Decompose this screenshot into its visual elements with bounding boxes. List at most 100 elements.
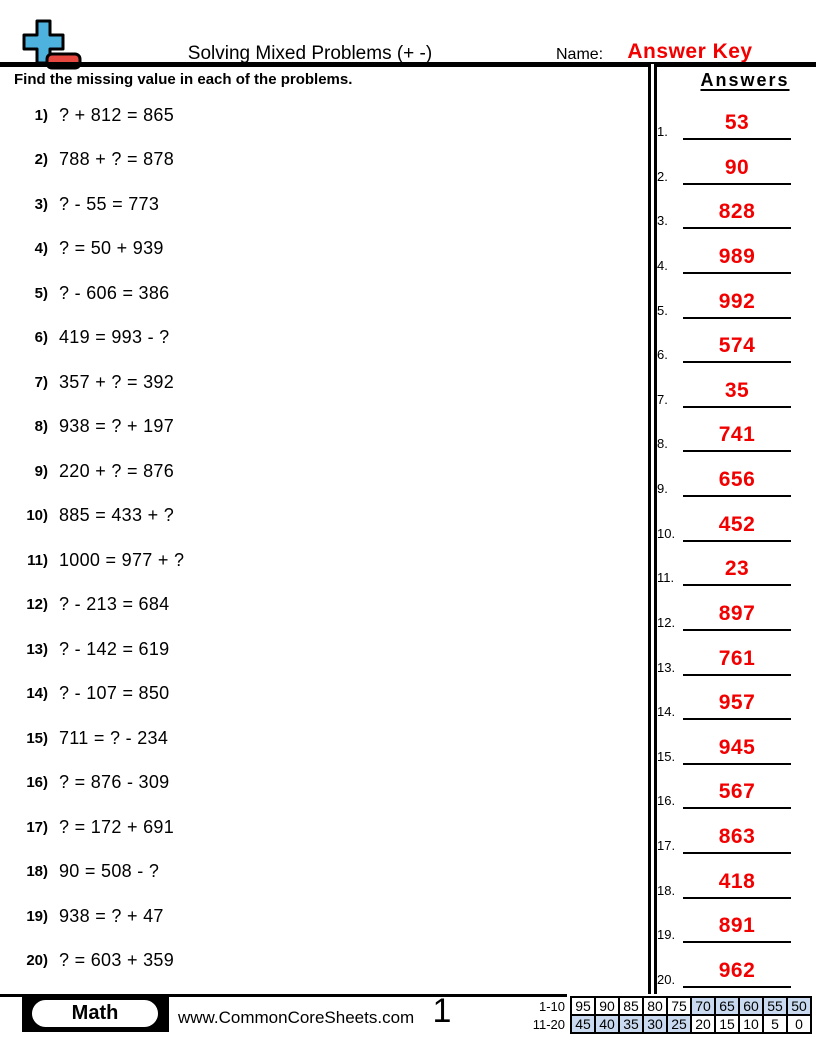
- problem-number: 8): [34, 418, 48, 435]
- answer-item: 7. 35: [655, 368, 795, 408]
- problem-number: 13): [26, 640, 48, 658]
- answer-number: 15.: [657, 748, 676, 764]
- grade-cell: 10: [738, 1014, 764, 1034]
- grade-cell: 65: [714, 996, 740, 1016]
- answer-line: 897: [683, 602, 791, 631]
- answers-column-divider: [648, 64, 657, 994]
- grade-cell: 45: [570, 1014, 596, 1034]
- page-number: 1: [432, 992, 452, 1030]
- answer-line: 23: [683, 557, 791, 587]
- answers-heading: Answers: [700, 70, 790, 90]
- website-url: www.CommonCoreSheets.com: [178, 1008, 415, 1027]
- answer-number: 12.: [657, 614, 676, 630]
- answer-value: 989: [718, 244, 756, 268]
- answer-key-text: Answer Key: [627, 40, 753, 63]
- grade-cell: 85: [618, 996, 644, 1016]
- answer-value: 828: [718, 200, 756, 224]
- problem-row: 14) ? - 107 = 850: [0, 672, 620, 716]
- problem-row: 2) 788 + ? = 878: [0, 138, 620, 182]
- answer-number: 10.: [657, 525, 676, 541]
- answer-value: 35: [724, 378, 750, 402]
- answer-number: 2.: [657, 168, 668, 184]
- answer-number: 14.: [657, 704, 676, 720]
- problem-number: 4): [34, 240, 48, 257]
- grade-row: 11-20 45 40 35 30 25 20 15 10 5 0: [519, 1014, 812, 1034]
- problem-equation: ? = 50 + 939: [59, 238, 164, 258]
- header-divider: [0, 62, 816, 67]
- answer-item: 3. 828: [655, 189, 795, 230]
- answer-value: 741: [718, 423, 756, 447]
- problem-row: 12) ? - 213 = 684: [0, 583, 620, 627]
- answer-line: 992: [683, 290, 791, 319]
- problem-equation: ? - 213 = 684: [59, 594, 170, 614]
- answer-line: 828: [683, 200, 791, 230]
- grade-cell: 0: [786, 1014, 812, 1034]
- grade-row-label: 11-20: [532, 1016, 565, 1032]
- answer-value: 574: [718, 334, 756, 358]
- problem-number: 17): [26, 818, 48, 836]
- problem-number: 1): [34, 106, 48, 124]
- grade-row: 1-10 95 90 85 80 75 70 65 60 55 50: [519, 996, 812, 1016]
- problem-number: 3): [34, 195, 48, 213]
- problem-equation: 357 + ? = 392: [59, 371, 175, 392]
- problem-number: 2): [34, 151, 48, 168]
- problem-number: 14): [26, 685, 48, 702]
- answer-value: 992: [718, 289, 756, 313]
- problem-row: 8) 938 = ? + 197: [0, 405, 620, 449]
- answer-value: 656: [718, 468, 756, 492]
- answer-line: 863: [683, 825, 791, 855]
- problem-equation: 220 + ? = 876: [59, 460, 175, 481]
- problem-number: 20): [26, 952, 48, 969]
- answer-value: 863: [718, 825, 756, 849]
- grade-cell: 55: [762, 996, 788, 1016]
- problem-equation: 885 = 433 + ?: [59, 505, 175, 525]
- problem-number: 12): [26, 596, 48, 613]
- answer-number: 11.: [657, 570, 675, 586]
- problem-row: 4) ? = 50 + 939: [0, 227, 620, 271]
- answer-number: 16.: [657, 793, 676, 809]
- page-title: Solving Mixed Problems (+ -): [187, 43, 433, 64]
- answer-value: 891: [718, 914, 756, 938]
- answer-value: 567: [718, 780, 756, 804]
- answer-value: 90: [724, 155, 750, 179]
- grade-cell: 40: [594, 1014, 620, 1034]
- problem-equation: ? - 107 = 850: [59, 683, 170, 703]
- answer-number: 4.: [657, 257, 668, 273]
- problem-equation: 711 = ? - 234: [59, 727, 169, 748]
- answer-line: 989: [683, 245, 791, 274]
- answer-number: 6.: [657, 347, 668, 363]
- answer-line: 891: [683, 914, 791, 944]
- answer-line: 945: [683, 736, 791, 765]
- grade-cell: 70: [690, 996, 716, 1016]
- answer-item: 20. 962: [655, 948, 795, 988]
- answer-number: 19.: [657, 927, 676, 943]
- answer-item: 9. 656: [655, 457, 795, 498]
- answer-item: 12. 897: [655, 591, 795, 631]
- answer-item: 10. 452: [655, 502, 795, 542]
- grade-cell: 95: [570, 996, 596, 1016]
- answer-number: 1.: [657, 124, 668, 139]
- problem-row: 15) 711 = ? - 234: [0, 716, 620, 760]
- answer-number: 9.: [657, 481, 668, 497]
- answer-item: 15. 945: [655, 725, 795, 765]
- grade-cell: 80: [642, 996, 668, 1016]
- problem-row: 9) 220 + ? = 876: [0, 449, 620, 493]
- answer-item: 11. 23: [655, 546, 795, 587]
- grade-table: 1-10 95 90 85 80 75 70 65 60 55 50 11-20 45 40 35 30 25 2…: [519, 996, 812, 1034]
- answer-line: 35: [683, 379, 791, 408]
- problem-row: 5) ? - 606 = 386: [0, 271, 620, 315]
- answer-value: 962: [718, 958, 756, 982]
- answer-number: 17.: [657, 838, 676, 854]
- answer-item: 1. 53: [655, 100, 795, 140]
- answer-item: 19. 891: [655, 903, 795, 944]
- answer-line: 53: [683, 111, 791, 140]
- answer-item: 8. 741: [655, 412, 795, 453]
- grade-cell: 20: [690, 1014, 716, 1034]
- answer-item: 14. 957: [655, 680, 795, 721]
- problem-number: 15): [26, 729, 48, 747]
- answer-value: 945: [718, 735, 756, 759]
- answer-value: 53: [724, 111, 750, 134]
- grade-cell: 60: [738, 996, 764, 1016]
- answer-item: 4. 989: [655, 234, 795, 274]
